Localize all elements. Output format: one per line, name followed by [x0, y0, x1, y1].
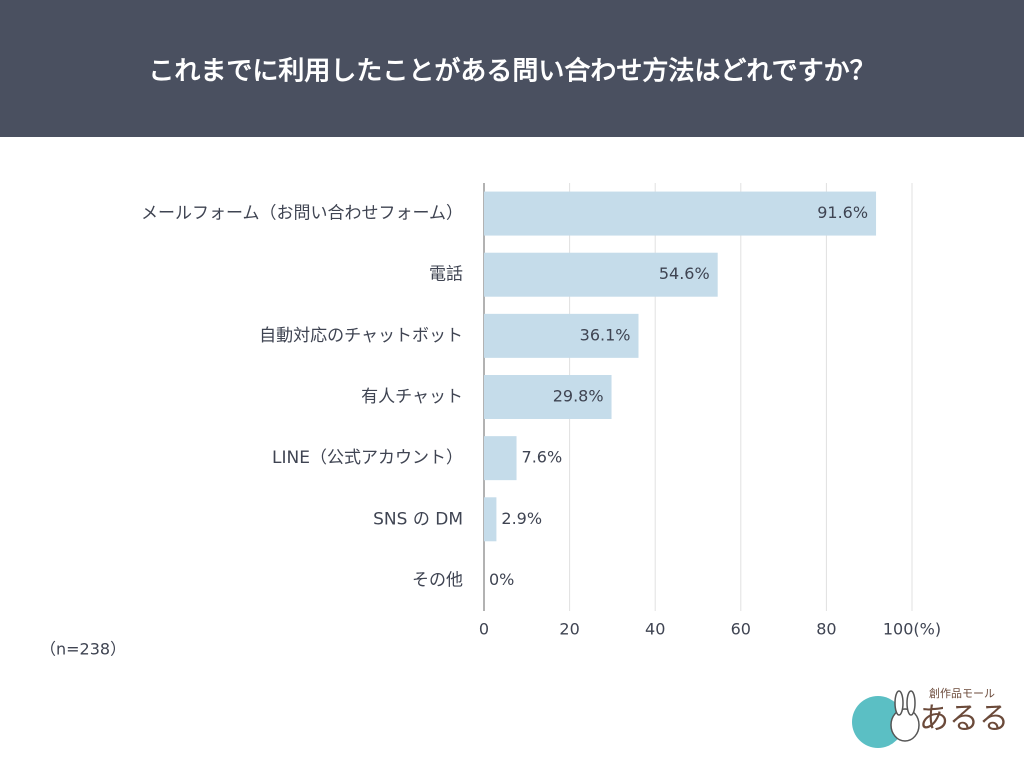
bar [484, 375, 612, 419]
logo-ear [906, 690, 916, 716]
x-tick-label: 80 [816, 620, 836, 639]
value-label: 0% [489, 570, 514, 589]
value-label: 91.6% [817, 203, 868, 222]
bar [484, 313, 639, 358]
value-label: 36.1% [580, 325, 631, 344]
x-tick-label: 60 [731, 620, 751, 639]
x-tick-label: 40 [645, 620, 665, 639]
y-tick-label: 電話 [429, 265, 463, 285]
y-tick-label: その他 [412, 570, 463, 590]
y-tick-label: SNS の DM [373, 509, 463, 529]
y-tick-label: 自動対応のチャットボット [259, 326, 463, 346]
logo-ear [894, 690, 904, 716]
y-tick-label: LINE（公式アカウント） [272, 448, 463, 468]
value-label: 29.8% [553, 387, 604, 406]
y-tick-label: メールフォーム（お問い合わせフォーム） [141, 204, 463, 224]
logo-rabbit [890, 708, 920, 742]
header-band [0, 0, 1024, 137]
chart-title: これまでに利用したことがある問い合わせ方法はどれですか？ [148, 56, 875, 87]
logo-tagline: 創作品モール [929, 686, 995, 700]
value-label: 7.6% [522, 448, 563, 467]
x-tick-label: 100(%) [883, 620, 941, 639]
x-tick-label: 20 [559, 620, 579, 639]
x-tick-label: 0 [479, 620, 489, 639]
bar [484, 497, 497, 542]
logo-circle [852, 696, 904, 748]
bar [484, 436, 517, 481]
bar [484, 252, 718, 297]
logo-name: あるる [919, 702, 1009, 737]
bar [484, 191, 877, 236]
value-label: 54.6% [659, 264, 710, 283]
annotation: （n=238） [40, 640, 126, 659]
y-tick-label: 有人チャット [361, 387, 463, 407]
value-label: 2.9% [501, 509, 542, 528]
logo: 創作品モール あるる [852, 686, 1009, 748]
